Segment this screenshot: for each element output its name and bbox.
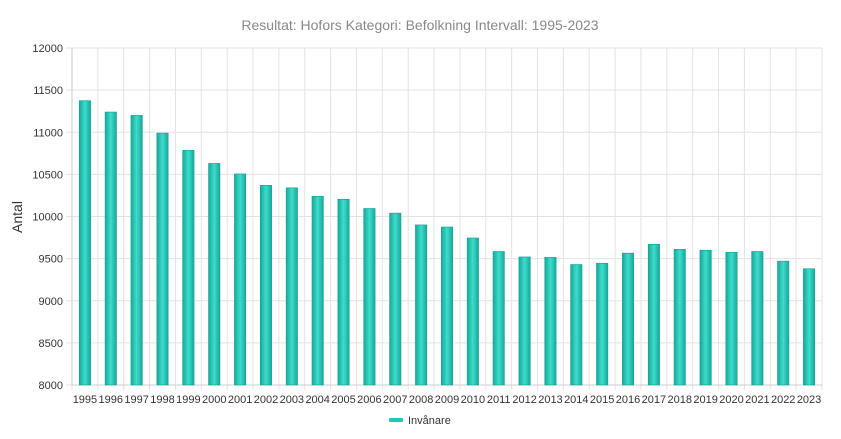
x-tick-label: 2019 xyxy=(693,394,717,406)
x-tick-label: 2010 xyxy=(461,394,485,406)
bar-2004[interactable] xyxy=(311,195,324,386)
y-tick-label: 11000 xyxy=(33,127,63,139)
y-axis-label: Antal xyxy=(9,201,25,233)
bar-1996[interactable] xyxy=(104,111,117,386)
bar-2015[interactable] xyxy=(596,262,609,386)
y-tick-label: 9500 xyxy=(39,254,63,266)
bar-2008[interactable] xyxy=(415,224,428,386)
bar-2012[interactable] xyxy=(518,256,531,386)
bar-2019[interactable] xyxy=(699,249,712,386)
x-tick-label: 2016 xyxy=(616,394,640,406)
bar-2007[interactable] xyxy=(389,212,402,386)
x-tick-label: 1998 xyxy=(150,394,174,406)
x-tick-label: 2002 xyxy=(254,394,278,406)
axes: 8000 8500 9000 9500 10000 10500 11000 11500 1200… xyxy=(32,43,822,406)
x-tick-label: 2005 xyxy=(331,394,355,406)
bar-2011[interactable] xyxy=(492,251,505,386)
bar-2000[interactable] xyxy=(208,163,221,386)
x-tick-label: 2007 xyxy=(383,394,407,406)
bar-2018[interactable] xyxy=(673,249,686,386)
bar-2005[interactable] xyxy=(337,198,350,386)
y-tick-label: 12000 xyxy=(32,43,63,55)
bar-2013[interactable] xyxy=(544,257,557,386)
bars xyxy=(78,100,816,386)
bar-2016[interactable] xyxy=(622,252,635,386)
x-tick-label: 2009 xyxy=(435,394,459,406)
bar-2003[interactable] xyxy=(285,187,298,386)
x-tick-label: 1995 xyxy=(73,394,97,406)
x-tick-label: 2013 xyxy=(538,394,562,406)
chart-title: Resultat: Hofors Kategori: Befolkning In… xyxy=(241,17,598,33)
x-tick-label: 2023 xyxy=(797,394,821,406)
bar-1999[interactable] xyxy=(182,150,195,386)
y-tick-label: 10500 xyxy=(32,169,63,181)
x-tick-label: 2015 xyxy=(590,394,614,406)
x-tick-label: 1996 xyxy=(99,394,123,406)
bar-2023[interactable] xyxy=(803,268,816,386)
y-tick-label: 8000 xyxy=(39,380,63,392)
x-tick-label: 2006 xyxy=(357,394,381,406)
bar-2002[interactable] xyxy=(259,185,272,386)
bar-2022[interactable] xyxy=(777,260,790,386)
y-tick-label: 9000 xyxy=(39,296,63,308)
legend-swatch xyxy=(389,418,403,422)
bar-2010[interactable] xyxy=(466,237,479,386)
x-tick-label: 2011 xyxy=(487,394,511,406)
bar-1998[interactable] xyxy=(156,132,169,386)
bar-2017[interactable] xyxy=(647,244,660,386)
y-tick-label: 10000 xyxy=(32,212,63,224)
x-tick-label: 2018 xyxy=(668,394,692,406)
x-tick-label: 1997 xyxy=(124,394,148,406)
y-tick-label: 8500 xyxy=(39,338,63,350)
x-tick-label: 2004 xyxy=(305,394,329,406)
x-tick-label: 2003 xyxy=(280,394,304,406)
x-tick-label: 2012 xyxy=(512,394,536,406)
x-tick-label: 2021 xyxy=(745,394,769,406)
x-tick-label: 2017 xyxy=(642,394,666,406)
bar-2020[interactable] xyxy=(725,252,738,386)
bar-1995[interactable] xyxy=(78,100,91,386)
bar-1997[interactable] xyxy=(130,115,143,386)
bar-2006[interactable] xyxy=(363,208,376,386)
x-tick-label: 1999 xyxy=(176,394,200,406)
bar-2021[interactable] xyxy=(751,251,764,386)
x-tick-label: 2008 xyxy=(409,394,433,406)
y-tick-label: 11500 xyxy=(33,85,63,97)
bar-2009[interactable] xyxy=(441,226,453,386)
x-tick-label: 2022 xyxy=(771,394,795,406)
x-tick-label: 2014 xyxy=(564,394,588,406)
x-tick-label: 2001 xyxy=(228,394,252,406)
legend[interactable]: Invånare xyxy=(389,415,451,427)
legend-label: Invånare xyxy=(408,415,451,427)
x-tick-label: 2000 xyxy=(202,394,226,406)
bar-2014[interactable] xyxy=(570,264,583,386)
x-tick-label: 2020 xyxy=(719,394,743,406)
bar-2001[interactable] xyxy=(234,173,247,386)
